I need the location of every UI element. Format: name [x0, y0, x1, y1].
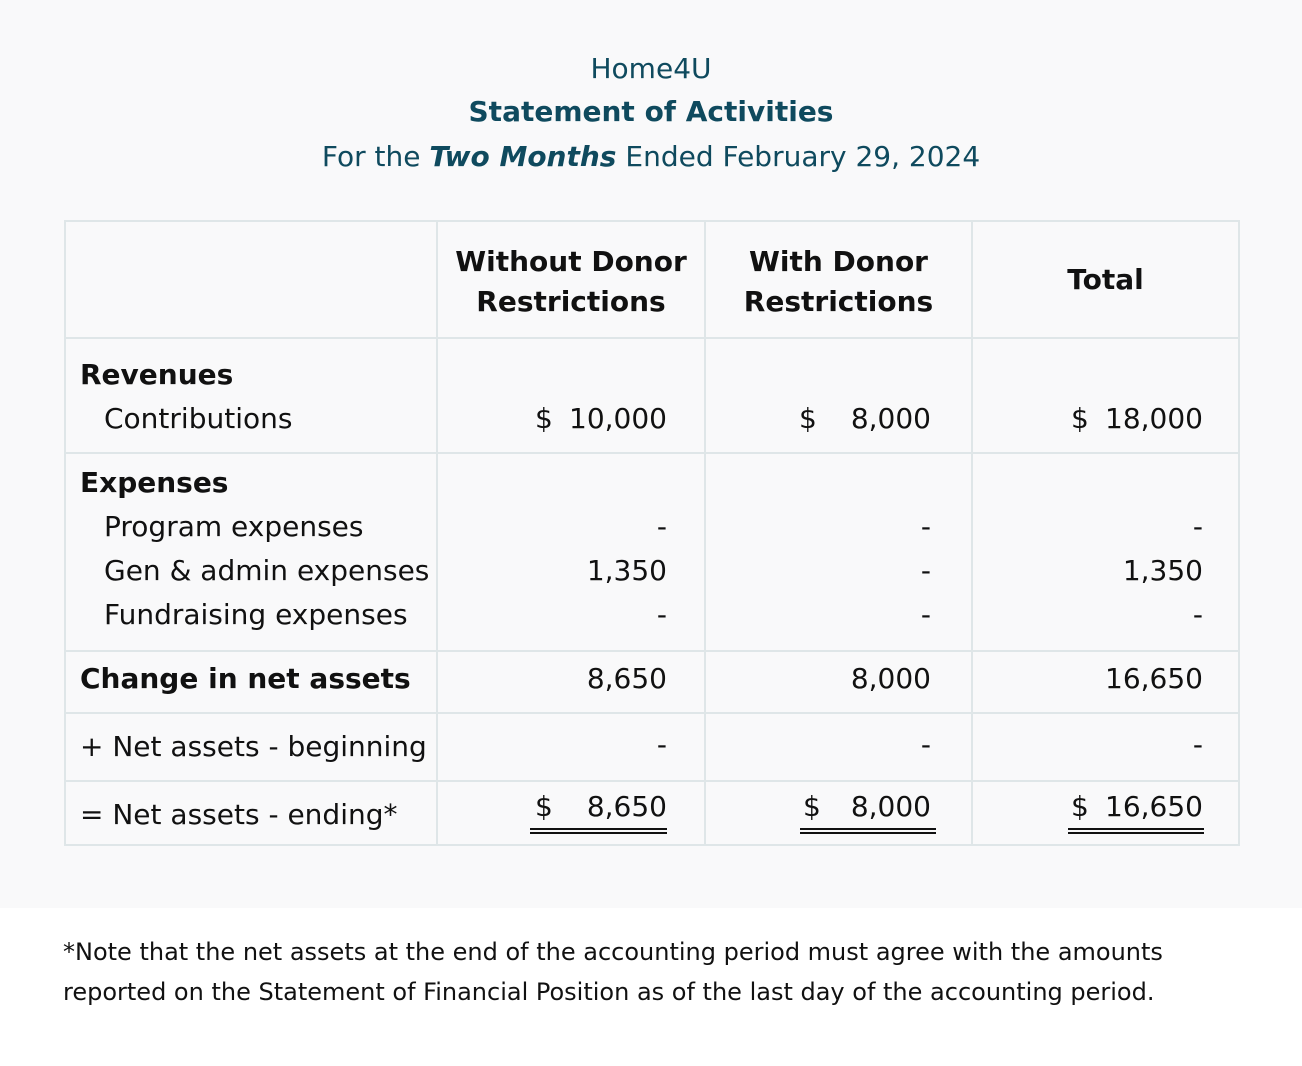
period-emphasis: Two Months [429, 140, 617, 173]
beginning-without-donor: - [656, 728, 667, 761]
ending-total: 16,650 [1105, 790, 1203, 823]
org-name: Home4U [590, 52, 712, 85]
double-underline [1068, 828, 1204, 834]
contributions-without-donor: 10,000 [569, 402, 667, 435]
column-header-with-donor: With Donor Restrictions [706, 242, 971, 322]
dollar-sign: $ [803, 790, 821, 823]
row-divider [64, 712, 1240, 714]
row-divider [64, 337, 1240, 339]
change-total: 16,650 [1105, 662, 1203, 695]
row-divider [64, 650, 1240, 652]
fundraising-without-donor: - [656, 598, 667, 631]
section-expenses: Expenses [80, 466, 229, 499]
row-label-net-assets-ending: = Net assets - ending* [80, 798, 398, 831]
period-line: For the Two Months Ended February 29, 20… [0, 140, 1302, 173]
row-divider [64, 452, 1240, 454]
dollar-sign: $ [1071, 402, 1089, 435]
dollar-sign: $ [799, 402, 817, 435]
column-header-line: Restrictions [743, 285, 934, 318]
dollar-sign: $ [535, 402, 553, 435]
beginning-total: - [1192, 728, 1203, 761]
genadmin-without-donor: 1,350 [586, 554, 667, 587]
column-header-line: With Donor [748, 245, 928, 278]
column-header-line: Restrictions [476, 285, 666, 318]
row-label-program-expenses: Program expenses [104, 510, 364, 543]
row-label-gen-admin-expenses: Gen & admin expenses [104, 554, 430, 587]
column-divider [971, 220, 973, 846]
beginning-with-donor: - [920, 728, 931, 761]
change-without-donor: 8,650 [586, 662, 667, 695]
program-without-donor: - [656, 510, 667, 543]
period-prefix: For the [321, 140, 430, 173]
period-suffix: Ended February 29, 2024 [616, 140, 981, 173]
double-underline [800, 828, 936, 834]
contributions-with-donor: 8,000 [850, 402, 931, 435]
dollar-sign: $ [1071, 790, 1089, 823]
fundraising-total: - [1192, 598, 1203, 631]
column-header-without-donor: Without Donor Restrictions [438, 242, 704, 322]
statement-panel [0, 0, 1302, 908]
column-header-line: Without Donor [455, 245, 687, 278]
section-revenues: Revenues [80, 358, 234, 391]
row-label-net-assets-beginning: + Net assets - beginning [80, 730, 427, 763]
activities-table [64, 220, 1240, 846]
column-divider [436, 220, 438, 846]
fundraising-with-donor: - [920, 598, 931, 631]
change-with-donor: 8,000 [850, 662, 931, 695]
double-underline [530, 828, 667, 834]
ending-without-donor: 8,650 [586, 790, 667, 823]
program-with-donor: - [920, 510, 931, 543]
column-header-total: Total [1067, 263, 1144, 296]
column-divider [704, 220, 706, 846]
genadmin-with-donor: - [920, 554, 931, 587]
contributions-total: 18,000 [1105, 402, 1203, 435]
row-divider [64, 780, 1240, 782]
row-label-contributions: Contributions [104, 402, 293, 435]
dollar-sign: $ [535, 790, 553, 823]
footnote: *Note that the net assets at the end of … [63, 938, 1163, 1006]
statement-title: Statement of Activities [468, 95, 834, 128]
genadmin-total: 1,350 [1122, 554, 1203, 587]
program-total: - [1192, 510, 1203, 543]
row-label-change-in-net-assets: Change in net assets [80, 662, 411, 695]
ending-with-donor: 8,000 [850, 790, 931, 823]
row-label-fundraising-expenses: Fundraising expenses [104, 598, 408, 631]
